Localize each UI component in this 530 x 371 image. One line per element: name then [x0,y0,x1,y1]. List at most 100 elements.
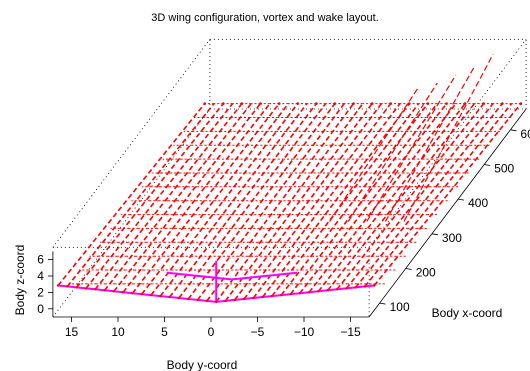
wing-vortex-point [103,289,106,292]
wake-vortex-line [289,103,438,295]
wake-end-point [203,102,206,105]
x-tick-label: 400 [468,196,488,210]
wake-vortex-line [57,103,206,287]
y-tick-label: 15 [65,325,79,339]
wing-vortex-point [363,285,367,288]
wake-end-point [445,102,448,105]
wake-vortex-line [355,103,503,288]
wake-vortex-line [347,82,438,222]
wing-vortex-point [56,284,60,287]
x-axis-label: Body x-coord [432,306,503,320]
wake-end-point [240,102,244,105]
wake-end-point [259,102,262,105]
box-edge [52,108,211,318]
tail-span-line [166,271,298,281]
wing-vortex-point [345,287,348,290]
wing-vortex-point [261,295,264,299]
x-tick [405,268,412,270]
wake-end-point [370,102,374,105]
y-tick-label: −15 [340,325,361,339]
wake-end-point [222,102,225,105]
x-tick [484,164,491,166]
wing-vortex-point [122,291,125,294]
wake-end-point [426,102,430,105]
wake-end-point [333,102,337,105]
wing-vortex-point [187,297,190,301]
wake-end-point [389,102,393,105]
axes-layer: 15 10 5 0 −5 −10 −15 100 200 300 400 500 600 0 2 4 6 [37,108,530,339]
wing-vortex-point [159,294,162,298]
wing-vortex-point [298,292,302,295]
wake-end-point [519,102,523,105]
wake-vortex-line [243,103,392,300]
wake-vortex-line [224,103,373,302]
wake-end-point [296,102,300,105]
wake-end-point [277,102,281,105]
wake-vortex-line [85,103,234,289]
z-tick-label: 2 [37,285,44,299]
x-tick-label: 500 [494,162,514,176]
x-tick [510,129,517,132]
wake-vortex-line [187,103,336,300]
wing-vortex-point [373,284,376,287]
wake-vortex-line [76,103,224,288]
wake-vortex-line [364,103,513,287]
wake-vortex-line [215,103,364,303]
z-tick-label: 0 [37,302,44,316]
wing-layer [56,260,376,304]
wing-vortex-point [94,288,97,291]
wake-vortex-line [366,74,457,222]
wake-vortex-line [206,103,355,302]
wing-vortex-point [205,299,209,303]
wake-vortex-line [329,86,420,222]
wing-vortex-point [149,293,153,297]
x-tick [431,233,438,236]
x-axis-line [368,108,527,318]
box-edge [52,39,211,248]
y-tick-label: 5 [161,325,168,339]
wing-vortex-point [317,290,320,293]
wake-end-point [352,102,355,105]
wake-vortex-line [66,103,215,287]
x-tick [458,198,465,201]
x-tick [379,302,386,305]
wake-vortex-line [141,103,290,295]
wake-end-point [482,102,486,105]
z-axis-label: Body z-coord [13,245,27,316]
wing-vortex-point [326,289,329,292]
wake-end-point [315,102,318,105]
wing-vortex-point [308,291,311,294]
y-tick-label: −10 [294,325,315,339]
wake-vortex-line [131,103,280,294]
wing-vortex-point [252,296,255,300]
wing-vortex-point [242,297,246,301]
wing-vortex-point [131,292,134,295]
back-box-lines [52,38,527,318]
wing-vortex-point [270,294,274,298]
wing-vortex-point [75,286,78,289]
y-tick-label: 0 [208,325,215,339]
wing-vortex-point [233,298,236,302]
wake-layer [57,54,523,303]
wake-end-point [408,102,411,105]
wake-vortex-line [345,103,494,289]
wing-vortex-point [66,285,69,288]
y-axis-label: Body y-coord [167,358,238,371]
wake-vortex-line [271,103,420,297]
wing-vortex-point [280,293,283,297]
wake-vortex-line [403,54,494,222]
z-tick-label: 6 [37,253,44,267]
wake-vortex-line [373,103,522,287]
z-tick-label: 4 [37,269,44,283]
wing-vortex-point [335,288,339,291]
wake-vortex-line [234,103,383,301]
wake-vortex-line [150,103,299,296]
box-edge [368,39,527,248]
wing-vortex-point [177,296,181,300]
y-tick-label: −5 [251,325,265,339]
wing-vortex-point [168,295,171,299]
x-tick-label: 200 [416,266,436,280]
wing-vortex-point [112,290,116,293]
x-tick-label: 100 [390,300,410,314]
